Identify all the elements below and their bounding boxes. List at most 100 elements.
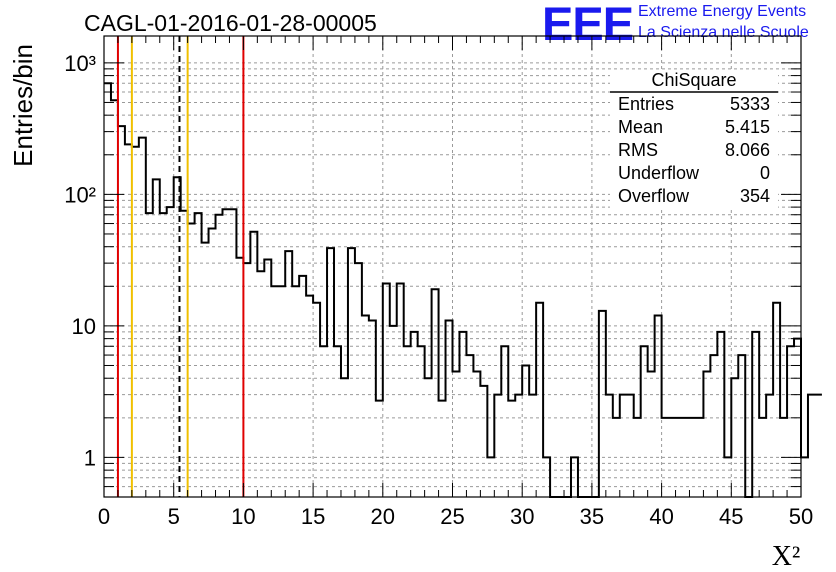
histogram-bin (459, 332, 466, 497)
histogram-bin (209, 229, 216, 497)
histogram-bin (306, 296, 313, 497)
histogram-bin (390, 326, 397, 497)
histogram-bin (683, 418, 690, 497)
histogram-bin (815, 395, 822, 497)
histogram-bin (111, 100, 118, 497)
histogram-bin (425, 378, 432, 497)
chart-title: CAGL-01-2016-01-28-00005 (84, 10, 377, 36)
histogram-bin (529, 395, 536, 497)
x-tick-label: 15 (301, 504, 325, 529)
histogram-bin (466, 355, 473, 497)
histogram-bin (167, 207, 174, 497)
x-tick-label: 25 (440, 504, 464, 529)
histogram-bin (216, 215, 223, 497)
histogram-bin (599, 311, 606, 497)
histogram-bin (299, 276, 306, 497)
y-tick-label: 1 (84, 445, 96, 470)
stats-row-value: 8.066 (725, 140, 770, 160)
histogram-bin (271, 286, 278, 497)
histogram-bin (613, 418, 620, 497)
histogram-bin (787, 346, 794, 497)
histogram-bin (473, 371, 480, 497)
histogram-bin (181, 211, 188, 497)
histogram-bin (264, 259, 271, 497)
histogram-bin (243, 263, 250, 497)
logo-line-1: Extreme Energy Events (638, 3, 807, 20)
histogram-bin (676, 418, 683, 497)
y-axis-label: Entries/bin (8, 44, 38, 167)
histogram-bin (801, 457, 808, 497)
histogram-bin (710, 355, 717, 497)
histogram-bin (689, 418, 696, 497)
histogram-bin (327, 248, 334, 497)
x-tick-label: 35 (580, 504, 604, 529)
histogram-bin (717, 332, 724, 497)
histogram-bin (703, 371, 710, 497)
histogram-bin (104, 83, 111, 497)
stats-row-value: 5333 (730, 94, 770, 114)
stats-box-title: ChiSquare (651, 70, 736, 90)
histogram-bin (285, 251, 292, 497)
histogram-bin (334, 346, 341, 497)
y-tick-label: 10³ (64, 51, 96, 76)
histogram-bin (634, 418, 641, 497)
histogram-bin (508, 401, 515, 497)
histogram-bin (292, 286, 299, 497)
histogram-bin (188, 224, 195, 497)
x-tick-label: 0 (98, 504, 110, 529)
histogram-bin (522, 365, 529, 497)
x-tick-label: 5 (168, 504, 180, 529)
histogram-bin (125, 144, 132, 497)
histogram-bin (648, 371, 655, 497)
histogram-bin (752, 332, 759, 497)
histogram-bin (313, 303, 320, 497)
x-tick-label: 50 (789, 504, 813, 529)
stats-row-value: 5.415 (725, 117, 770, 137)
histogram-bin (571, 457, 578, 497)
histogram-bin (696, 418, 703, 497)
histogram-bin (397, 284, 404, 497)
logo-line-2: La Scienza nelle Scuole (638, 24, 809, 41)
histogram-bin (453, 371, 460, 497)
histogram-bin (543, 457, 550, 497)
histogram-bin (369, 320, 376, 497)
x-tick-label: 30 (510, 504, 534, 529)
histogram-bin (383, 284, 390, 497)
stats-row-label: Underflow (618, 163, 700, 183)
axes-layer: 0 5 10 15 20 25 30 35 40 45 5011010²10³X²Entries/b… (8, 35, 813, 572)
histogram-bin (257, 271, 264, 497)
histogram-bin (236, 258, 243, 497)
histogram-bin (341, 378, 348, 497)
histogram-bin (250, 232, 257, 497)
histogram-layer (104, 82, 822, 498)
histogram-bin (731, 378, 738, 497)
histogram-bin (487, 457, 494, 497)
histogram-bin (446, 320, 453, 497)
stats-row-label: Overflow (618, 186, 690, 206)
histogram-bin (348, 248, 355, 497)
x-tick-label: 10 (231, 504, 255, 529)
histogram-bin (655, 315, 662, 497)
x-tick-label: 45 (719, 504, 743, 529)
histogram-bin (515, 395, 522, 497)
histogram-bin (362, 315, 369, 497)
histogram-bin (153, 179, 160, 497)
histogram-bin (738, 355, 745, 497)
histogram-bin (278, 286, 285, 497)
stats-row-label: RMS (618, 140, 658, 160)
histogram-bin (160, 213, 167, 497)
histogram-bin (759, 418, 766, 497)
histogram-bin (494, 395, 501, 497)
x-axis-label: X² (772, 541, 801, 572)
histogram-bin (773, 303, 780, 497)
eee-logo: EEE (542, 0, 634, 50)
histogram-bin (222, 209, 229, 497)
histogram-bin (202, 243, 209, 497)
histogram-bin (320, 346, 327, 497)
histogram-bin (480, 386, 487, 497)
stats-row-label: Mean (618, 117, 663, 137)
histogram-bin (724, 457, 731, 497)
histogram-bin (355, 263, 362, 497)
marker-lines-layer (116, 36, 245, 497)
